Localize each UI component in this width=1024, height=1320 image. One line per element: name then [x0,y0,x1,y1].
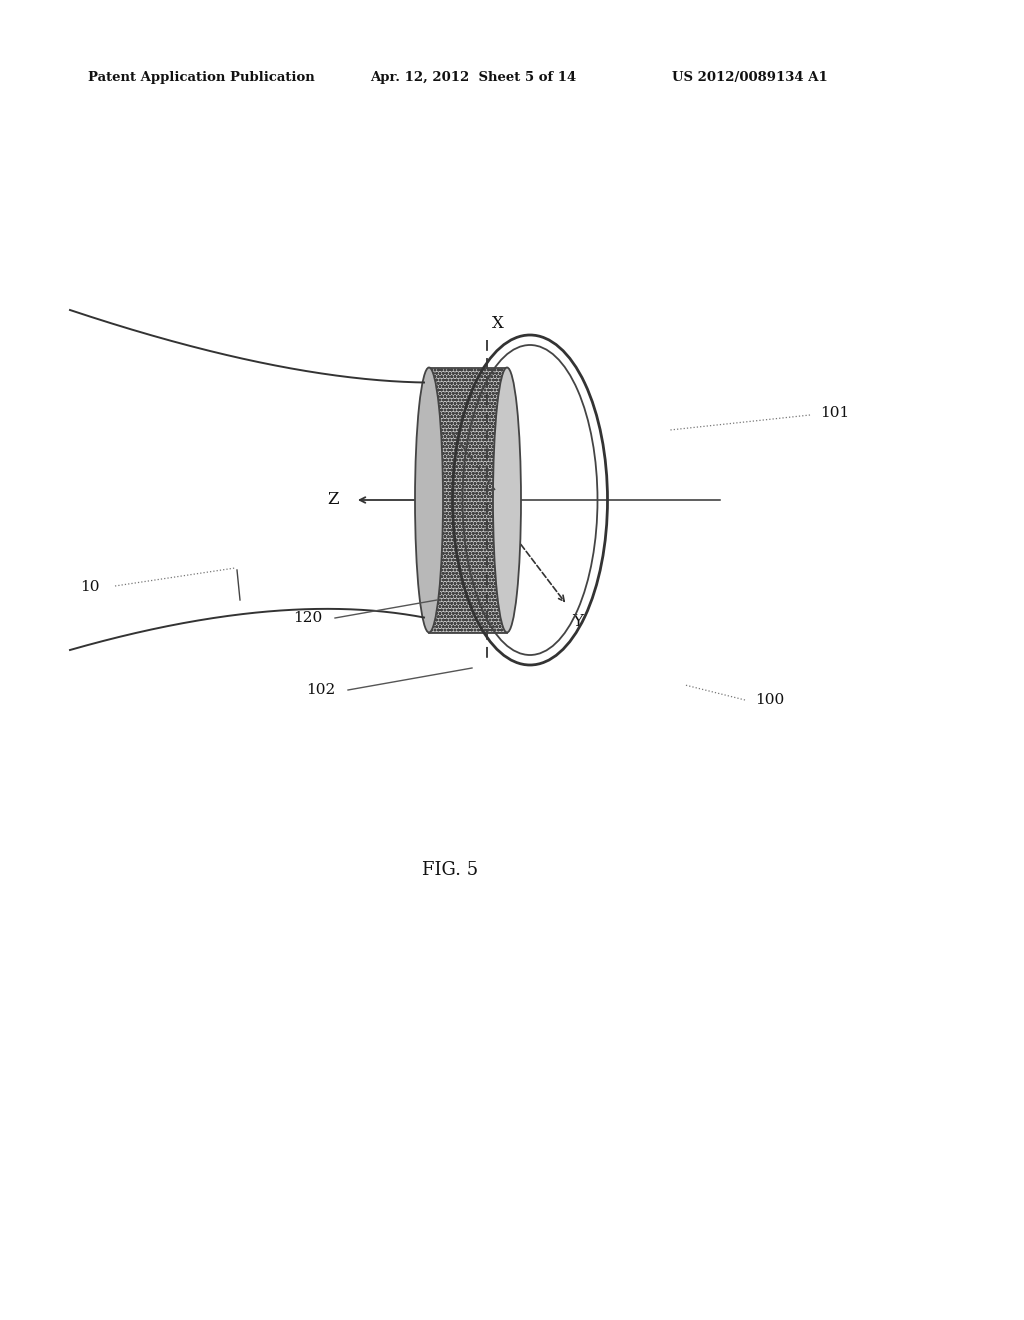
Text: 102: 102 [306,682,335,697]
Text: 101: 101 [820,407,849,420]
Bar [429,367,507,632]
Text: Y: Y [572,612,583,630]
Ellipse shape [415,367,443,632]
Text: Patent Application Publication: Patent Application Publication [88,71,314,84]
Text: US 2012/0089134 A1: US 2012/0089134 A1 [672,71,827,84]
Ellipse shape [493,367,521,632]
Text: Apr. 12, 2012  Sheet 5 of 14: Apr. 12, 2012 Sheet 5 of 14 [370,71,577,84]
Text: X: X [492,315,504,333]
Bar [429,367,507,632]
Text: 10: 10 [81,579,100,594]
Text: FIG. 5: FIG. 5 [422,861,478,879]
Text: 100: 100 [755,693,784,708]
Text: 120: 120 [293,611,322,624]
Text: Z: Z [328,491,339,508]
